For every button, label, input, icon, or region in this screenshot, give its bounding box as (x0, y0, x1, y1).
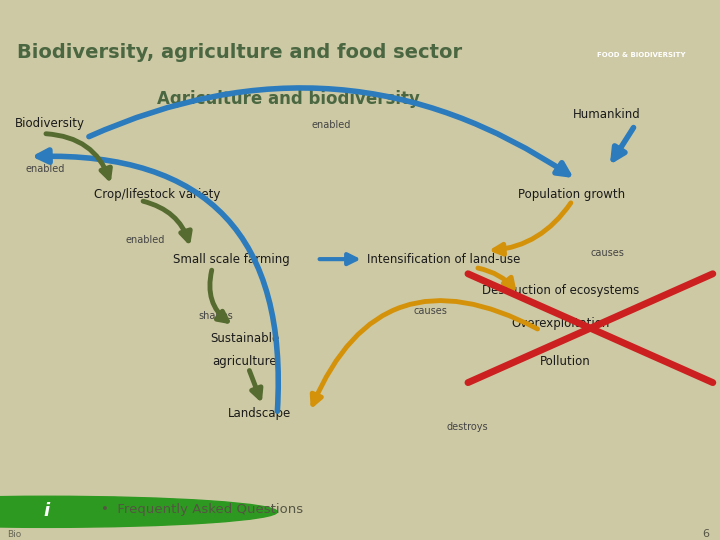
Text: Population growth: Population growth (518, 188, 626, 201)
Text: causes: causes (590, 248, 624, 258)
Text: Biodiversity: Biodiversity (14, 117, 84, 130)
Text: Sustainable: Sustainable (210, 332, 279, 345)
Text: Landscape: Landscape (228, 408, 291, 421)
Text: Intensification of land-use: Intensification of land-use (367, 253, 521, 266)
Text: shapes: shapes (198, 310, 233, 321)
Text: enabled: enabled (25, 164, 65, 174)
Circle shape (0, 496, 277, 528)
Text: agriculture: agriculture (212, 355, 277, 368)
Text: Humankind: Humankind (573, 108, 641, 122)
Text: FOOD & BIODIVERSITY: FOOD & BIODIVERSITY (597, 52, 685, 58)
Text: causes: causes (414, 306, 448, 316)
Text: enabled: enabled (126, 235, 166, 245)
Text: Destruction of ecosystems: Destruction of ecosystems (482, 284, 639, 297)
Text: i: i (44, 502, 50, 520)
Text: Small scale farming: Small scale farming (173, 253, 289, 266)
Text: Biodiversity, agriculture and food sector: Biodiversity, agriculture and food secto… (17, 43, 462, 62)
Text: enabled: enabled (312, 120, 351, 130)
Text: Pollution: Pollution (540, 355, 590, 368)
Text: Agriculture and biodiversity: Agriculture and biodiversity (156, 90, 420, 107)
Text: destroys: destroys (446, 422, 488, 431)
Text: Bio: Bio (7, 530, 22, 538)
Text: Overexploitation: Overexploitation (511, 318, 610, 330)
Text: Crop/lifestock variety: Crop/lifestock variety (94, 188, 220, 201)
Text: 6: 6 (702, 529, 709, 539)
Text: •  Frequently Asked Questions: • Frequently Asked Questions (101, 503, 303, 516)
